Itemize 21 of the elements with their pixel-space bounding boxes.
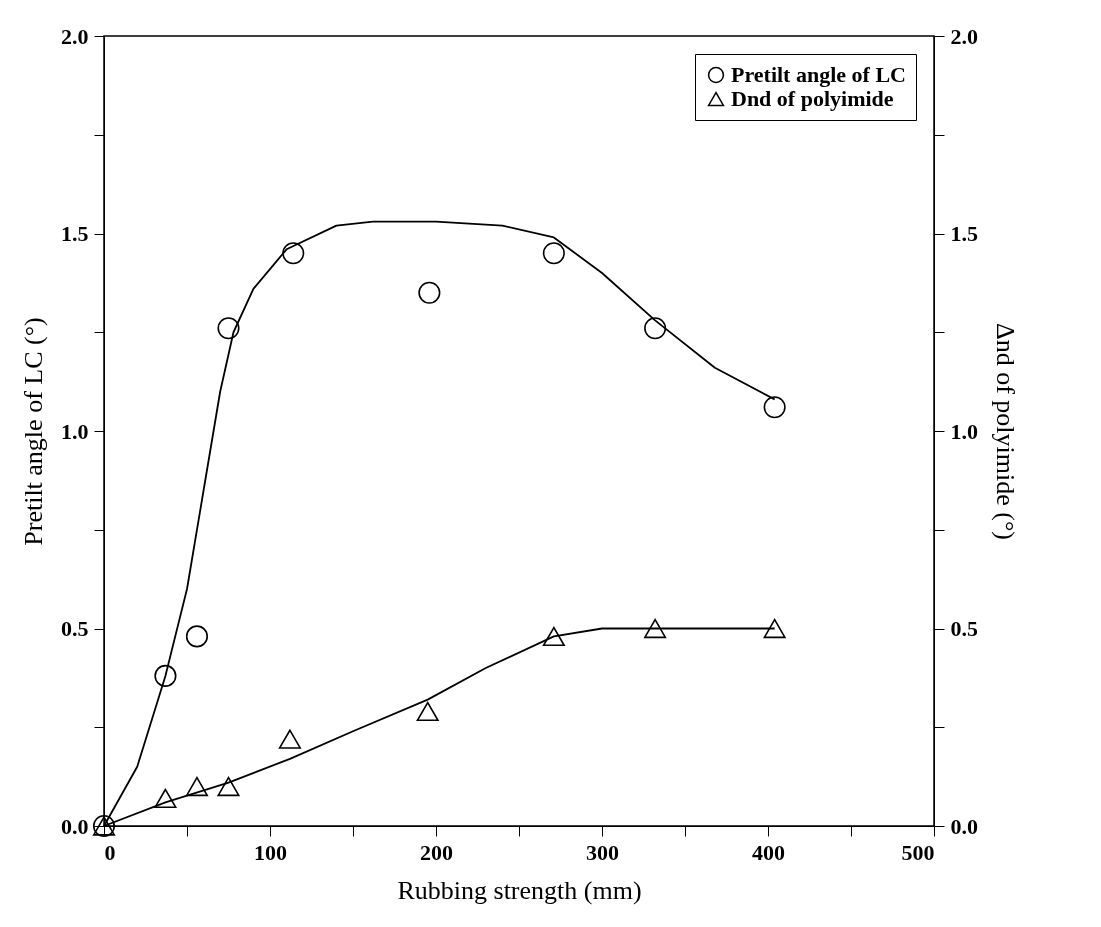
y-tick-label: 0.0 <box>61 813 89 839</box>
y-tick-label: 2.0 <box>61 23 89 49</box>
x-tick-label: 200 <box>420 839 453 865</box>
legend-label: Pretilt angle of LC <box>731 62 906 87</box>
y2-tick-label: 1.5 <box>950 221 978 246</box>
y2-axis-title: Δnd of polyimide (°) <box>991 322 1020 541</box>
y2-tick-label: 0.0 <box>950 813 978 839</box>
y-axis-title: Pretilt angle of LC (°) <box>19 317 48 546</box>
y2-tick-label: 0.5 <box>950 616 978 641</box>
y-tick-label: 0.5 <box>61 616 89 641</box>
y-tick-label: 1.5 <box>61 221 89 246</box>
x-tick-label: 400 <box>752 839 785 865</box>
x-axis-title: Rubbing strength (mm) <box>397 875 642 905</box>
x-tick-label: 300 <box>586 839 619 865</box>
y2-tick-label: 2.0 <box>950 23 978 49</box>
x-tick-label: 0 <box>104 839 116 865</box>
x-tick-label: 500 <box>901 839 935 865</box>
y-tick-label: 1.0 <box>61 418 89 444</box>
legend-label: Dnd of polyimide <box>731 86 894 111</box>
x-tick-label: 100 <box>254 839 287 865</box>
y2-tick-label: 1.0 <box>950 418 978 444</box>
